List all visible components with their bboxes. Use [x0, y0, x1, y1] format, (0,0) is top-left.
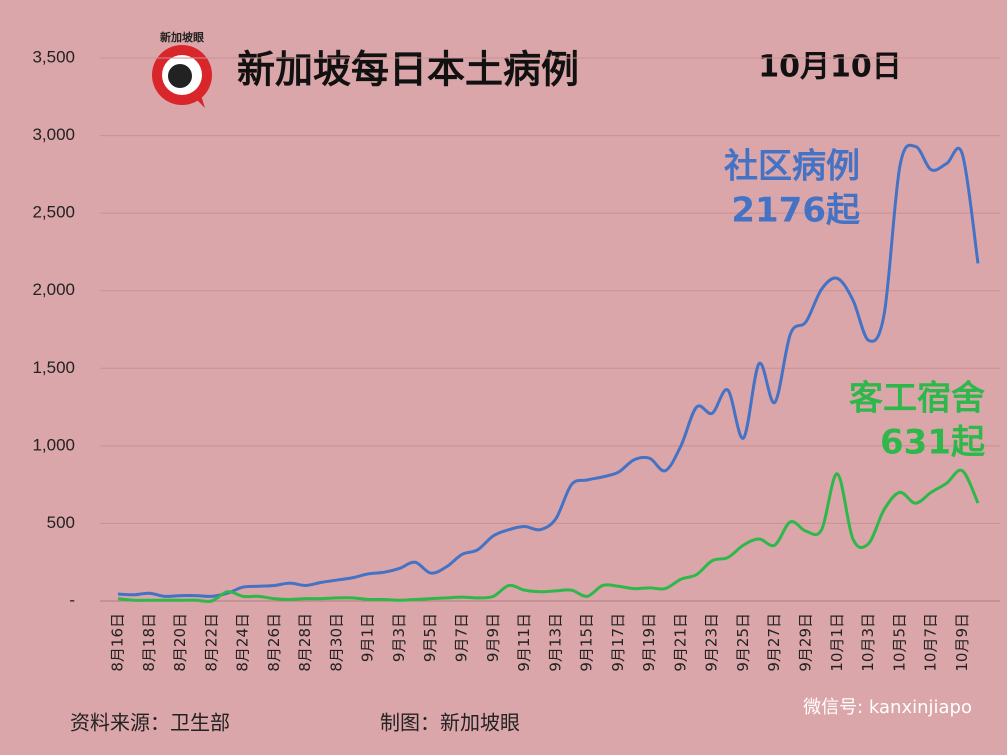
x-tick-label: 9月11日 [515, 613, 533, 672]
x-tick-label: 8月30日 [327, 613, 345, 672]
x-tick-label: 10月3日 [859, 613, 877, 672]
logo-tail [195, 92, 205, 108]
x-tick-label: 9月13日 [546, 613, 564, 672]
x-tick-label: 8月22日 [202, 613, 220, 672]
x-tick-label: 8月18日 [140, 613, 158, 672]
logo-text: 新加坡眼 [160, 30, 204, 44]
series-line [117, 468, 980, 603]
x-tick-label: 9月3日 [390, 613, 408, 662]
x-tick-label: 8月24日 [234, 613, 252, 672]
x-tick-label: 9月27日 [765, 613, 783, 672]
series-label: 社区病例 [724, 147, 860, 187]
chart-title: 新加坡每日本土病例 [237, 48, 579, 92]
credit: 制图：新加坡眼 [380, 711, 520, 735]
y-tick-label: - [69, 590, 75, 609]
x-tick-label: 9月15日 [578, 613, 596, 672]
value-label: 2176起 [731, 191, 861, 231]
y-tick-label: 3,000 [32, 125, 75, 144]
x-tick-label: 9月5日 [421, 613, 439, 662]
y-tick-label: 1,500 [32, 358, 75, 377]
y-tick-label: 2,500 [32, 203, 75, 222]
x-tick-label: 10月9日 [953, 613, 971, 672]
value-label: 631起 [880, 423, 986, 463]
y-tick-label: 1,000 [32, 435, 75, 454]
series-line [117, 143, 980, 598]
chart-date: 10月10日 [758, 50, 902, 85]
series-label: 客工宿舍 [849, 379, 985, 419]
y-tick-label: 2,000 [32, 280, 75, 299]
x-tick-label: 9月19日 [640, 613, 658, 672]
logo-eye [168, 64, 192, 88]
x-tick-label: 9月9日 [484, 613, 502, 662]
x-tick-label: 8月20日 [171, 613, 189, 672]
x-tick-label: 9月1日 [359, 613, 377, 662]
watermark: 微信号: kanxinjiapo [803, 697, 972, 718]
x-tick-label: 9月17日 [609, 613, 627, 672]
x-tick-label: 10月1日 [828, 613, 846, 672]
x-tick-label: 9月23日 [703, 613, 721, 672]
y-tick-label: 3,500 [32, 47, 75, 66]
x-tick-label: 8月26日 [265, 613, 283, 672]
x-tick-label: 9月25日 [734, 613, 752, 672]
x-tick-label: 9月29日 [797, 613, 815, 672]
logo: 新加坡眼 [152, 30, 212, 108]
x-tick-label: 8月16日 [109, 613, 127, 672]
source: 资料来源：卫生部 [70, 711, 230, 735]
x-tick-label: 9月7日 [453, 613, 471, 662]
x-tick-label: 10月7日 [922, 613, 940, 672]
y-tick-label: 500 [47, 513, 75, 532]
x-tick-label: 9月21日 [671, 613, 689, 672]
x-tick-label: 8月28日 [296, 613, 314, 672]
x-tick-label: 10月5日 [890, 613, 908, 672]
